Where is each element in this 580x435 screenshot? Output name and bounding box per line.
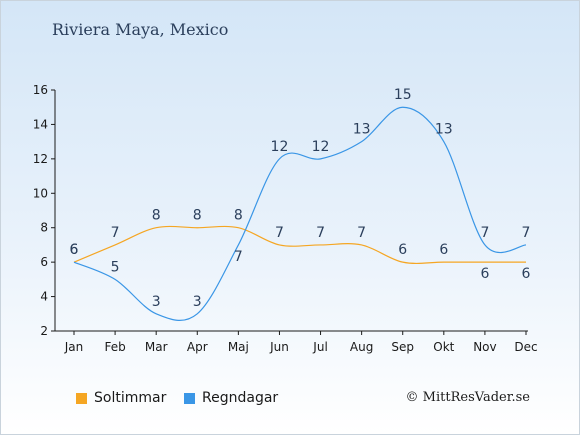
series-line-soltimmar [73,225,526,265]
legend-item-soltimmar: Soltimmar [76,390,166,406]
copyright: © MittResVader.se [405,390,530,405]
x-tick-label: Mar [145,340,168,354]
data-label-regndagar: 7 [522,225,531,241]
y-tick-label: 6 [40,255,48,269]
data-label-soltimmar: 7 [275,225,284,241]
y-tick-label: 8 [40,221,48,235]
y-tick-label: 14 [33,117,48,131]
x-tick-label: Maj [228,340,249,354]
x-tick-label: Jun [269,340,289,354]
data-label-soltimmar: 8 [152,208,161,224]
data-label-regndagar: 3 [193,294,202,310]
data-label-soltimmar: 6 [439,242,448,258]
x-tick-label: Aug [350,340,373,354]
y-tick-label: 12 [33,152,48,166]
data-label-regndagar: 5 [111,259,120,275]
x-tick-label: Feb [104,340,125,354]
legend-item-regndagar: Regndagar [184,390,278,406]
data-label-regndagar: 7 [234,249,243,265]
y-tick-label: 4 [40,290,48,304]
data-label-soltimmar: 6 [522,266,531,282]
legend-swatch-soltimmar [76,392,87,404]
x-tick-label: Okt [433,340,454,354]
legend-swatch-regndagar [184,392,195,404]
data-label-soltimmar: 6 [398,242,407,258]
data-label-regndagar: 13 [353,122,371,138]
data-label-regndagar: 3 [152,294,161,310]
data-label-regndagar: 7 [480,225,489,241]
y-tick-label: 2 [40,324,48,338]
data-label-soltimmar: 6 [70,242,79,258]
x-tick-label: Nov [473,340,496,354]
data-label-regndagar: 6 [70,242,79,258]
data-label-regndagar: 13 [435,122,453,138]
y-tick-label: 16 [33,83,48,97]
chart-title: Riviera Maya, Mexico [52,20,229,39]
data-label-regndagar: 15 [394,87,412,103]
x-tick-label: Jan [64,340,84,354]
data-label-soltimmar: 7 [111,225,120,241]
x-tick-label: Jul [312,340,327,354]
data-label-soltimmar: 8 [193,208,202,224]
data-label-soltimmar: 7 [316,225,325,241]
x-tick-label: Sep [391,340,414,354]
data-label-regndagar: 12 [271,139,289,155]
series-line-regndagar [73,106,527,321]
data-label-regndagar: 12 [312,139,330,155]
series-lines [73,106,527,321]
y-tick-label: 10 [33,186,48,200]
legend-label-soltimmar: Soltimmar [94,390,167,406]
axes: 2 4 6 8 10 12 14 16 Jan Feb Mar Apr Maj Jun Jul Aug Sep O… [33,83,538,354]
x-tick-label: Apr [187,340,208,354]
data-label-soltimmar: 7 [357,225,366,241]
legend-label-regndagar: Regndagar [202,390,279,406]
data-label-soltimmar: 6 [480,266,489,282]
x-tick-label: Dec [514,340,537,354]
data-label-soltimmar: 8 [234,208,243,224]
